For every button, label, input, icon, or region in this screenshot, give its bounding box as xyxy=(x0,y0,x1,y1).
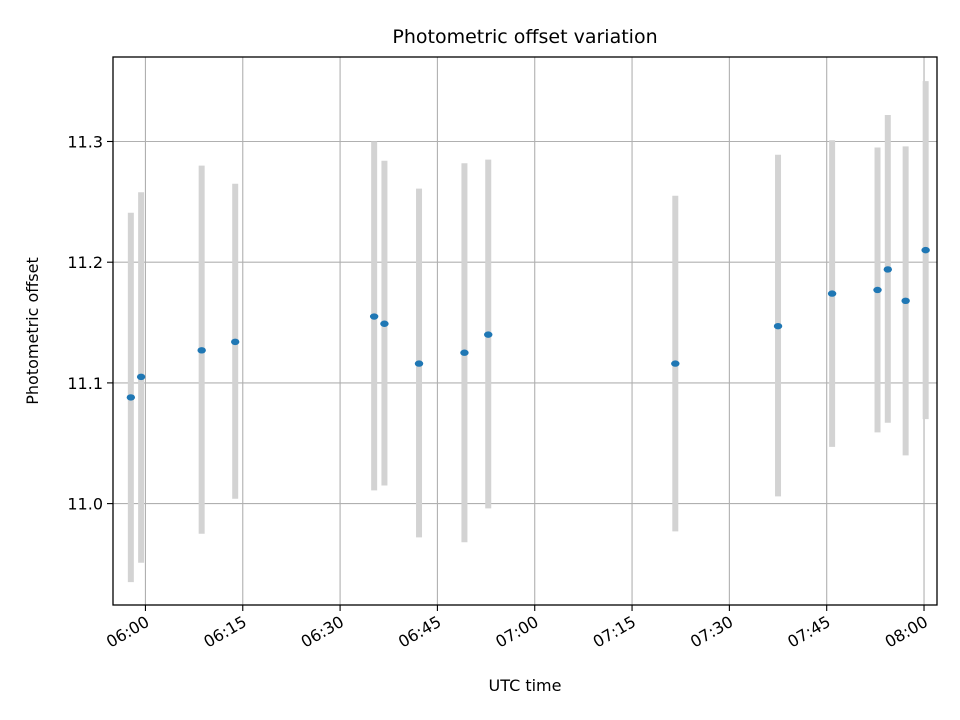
data-point xyxy=(380,320,389,327)
data-point xyxy=(460,349,469,356)
data-point xyxy=(827,290,837,297)
data-point xyxy=(873,286,882,294)
data-point xyxy=(369,313,379,320)
data-point xyxy=(484,331,493,338)
data-point xyxy=(197,347,206,354)
data-points xyxy=(126,246,930,401)
y-tick-label: 11.1 xyxy=(67,374,103,393)
y-tick-label: 11.3 xyxy=(67,132,103,151)
data-point xyxy=(126,394,136,401)
y-axis-title: Photometric offset xyxy=(23,257,42,405)
data-point xyxy=(414,360,424,367)
y-axis: 11.0 11.1 11.2 11.3 xyxy=(67,132,113,514)
data-point xyxy=(883,266,892,273)
y-tick-label: 11.0 xyxy=(67,495,103,514)
plot-frame xyxy=(112,56,938,606)
data-point xyxy=(901,297,910,305)
data-point xyxy=(921,246,930,254)
y-tick-label: 11.2 xyxy=(67,253,103,272)
data-point xyxy=(773,322,783,330)
x-axis-title: UTC time xyxy=(489,676,562,695)
data-point xyxy=(136,373,146,381)
chart-title: Photometric offset variation xyxy=(392,26,657,48)
data-point xyxy=(671,360,680,367)
data-point xyxy=(230,338,240,346)
